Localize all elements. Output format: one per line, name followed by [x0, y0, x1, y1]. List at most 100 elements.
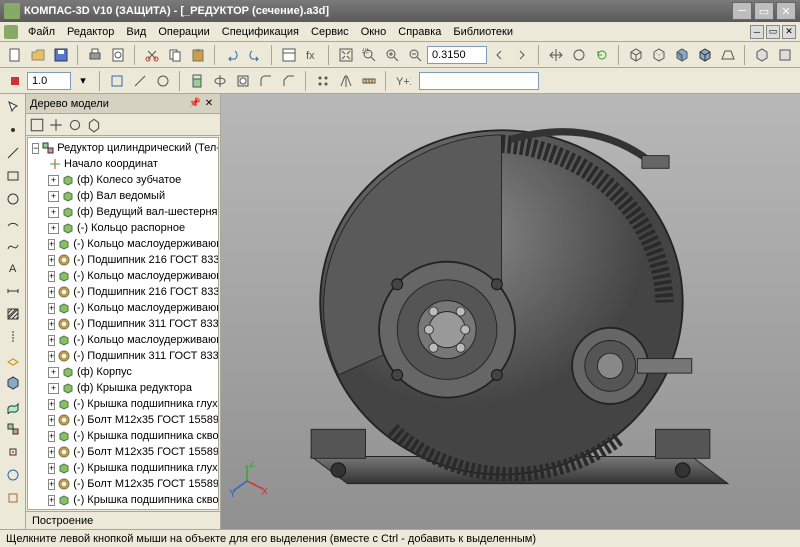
open-button[interactable]: [27, 44, 49, 66]
persp-button[interactable]: [717, 44, 739, 66]
rotate-button[interactable]: [568, 44, 590, 66]
line-button[interactable]: [129, 70, 151, 92]
menu-window[interactable]: Окно: [355, 24, 393, 40]
refresh-button[interactable]: [591, 44, 613, 66]
expander-icon[interactable]: +: [48, 399, 55, 410]
misc-tool-1[interactable]: [2, 464, 24, 486]
expander-icon[interactable]: +: [48, 271, 55, 282]
copy-button[interactable]: [164, 44, 186, 66]
tree-origin-item[interactable]: Начало координат: [28, 156, 218, 172]
revolve-button[interactable]: [209, 70, 231, 92]
view-ortho-button[interactable]: [774, 44, 796, 66]
shaded-edges-button[interactable]: [694, 44, 716, 66]
tree-item[interactable]: +(-) Подшипник 311 ГОСТ 8338-75: [28, 316, 218, 332]
doc-restore-button[interactable]: ▭: [766, 25, 780, 39]
menu-editor[interactable]: Редактор: [61, 24, 120, 40]
props-button[interactable]: [278, 44, 300, 66]
tree-item[interactable]: +(-) Крышка подшипника глухая: [28, 396, 218, 412]
mirror-button[interactable]: [335, 70, 357, 92]
vars-button[interactable]: fx: [301, 44, 323, 66]
print-button[interactable]: [84, 44, 106, 66]
hidden-button[interactable]: [648, 44, 670, 66]
expander-icon[interactable]: −: [32, 143, 39, 154]
misc-tool-2[interactable]: [2, 487, 24, 509]
tree-close-icon[interactable]: ✕: [202, 97, 216, 111]
expander-icon[interactable]: +: [48, 431, 55, 442]
stop-button[interactable]: [4, 70, 26, 92]
menu-operations[interactable]: Операции: [152, 24, 215, 40]
tree-btn-3[interactable]: [66, 116, 84, 134]
view-iso-button[interactable]: [751, 44, 773, 66]
expander-icon[interactable]: +: [48, 479, 55, 490]
measure-button[interactable]: [358, 70, 380, 92]
expander-icon[interactable]: +: [48, 175, 59, 186]
pan-button[interactable]: [545, 44, 567, 66]
expander-icon[interactable]: +: [48, 255, 55, 266]
select-tool[interactable]: [2, 96, 24, 118]
expander-icon[interactable]: +: [48, 415, 55, 426]
tree-body[interactable]: −Редуктор цилиндрический (Тел-0, КНачало…: [27, 137, 219, 510]
menu-file[interactable]: Файл: [22, 24, 61, 40]
coord-input[interactable]: [419, 72, 539, 90]
undo-button[interactable]: [221, 44, 243, 66]
hole-button[interactable]: [232, 70, 254, 92]
save-button[interactable]: [50, 44, 72, 66]
tree-footer-tab[interactable]: Построение: [26, 511, 220, 529]
expander-icon[interactable]: +: [48, 495, 55, 506]
tree-item[interactable]: +(-) Крышка подшипника сквозная: [28, 428, 218, 444]
dropdown-icon[interactable]: ▾: [72, 70, 94, 92]
spline-tool[interactable]: [2, 234, 24, 256]
tree-item[interactable]: +(ф) Крышка редуктора: [28, 380, 218, 396]
preview-button[interactable]: [107, 44, 129, 66]
pin-icon[interactable]: 📌: [188, 97, 202, 111]
tree-item[interactable]: +(ф) Корпус: [28, 364, 218, 380]
tree-btn-1[interactable]: [28, 116, 46, 134]
tree-item[interactable]: +(-) Болт М12x35 ГОСТ 15589-70: [28, 412, 218, 428]
tree-item[interactable]: +(-) Крышка подшипника сквозная: [28, 492, 218, 508]
wireframe-button[interactable]: [625, 44, 647, 66]
doc-close-button[interactable]: ✕: [782, 25, 796, 39]
paste-button[interactable]: [187, 44, 209, 66]
menu-help[interactable]: Справка: [392, 24, 447, 40]
body-tool[interactable]: [2, 372, 24, 394]
expander-icon[interactable]: +: [48, 463, 55, 474]
tree-item[interactable]: +(ф) Вал ведомый: [28, 188, 218, 204]
tree-item[interactable]: +(-) Подшипник 311 ГОСТ 8338-75: [28, 348, 218, 364]
menu-spec[interactable]: Спецификация: [216, 24, 305, 40]
rect-tool[interactable]: [2, 165, 24, 187]
tree-item[interactable]: +(-) Болт М12x35 ГОСТ 15589-70: [28, 508, 218, 510]
doc-min-button[interactable]: ─: [750, 25, 764, 39]
expander-icon[interactable]: +: [48, 335, 55, 346]
point-tool[interactable]: [2, 119, 24, 141]
expander-icon[interactable]: +: [48, 287, 55, 298]
tree-item[interactable]: +(-) Кольцо маслоудерживающее: [28, 300, 218, 316]
plane-tool[interactable]: [2, 349, 24, 371]
sketch-button[interactable]: [106, 70, 128, 92]
viewport[interactable]: Z X Y: [221, 94, 800, 529]
scale-input[interactable]: [27, 72, 71, 90]
assembly-tool[interactable]: [2, 418, 24, 440]
tree-item[interactable]: +(-) Кольцо маслоудерживающее: [28, 332, 218, 348]
expander-icon[interactable]: +: [48, 351, 55, 362]
chamfer-button[interactable]: [278, 70, 300, 92]
zoom-in-button[interactable]: [381, 44, 403, 66]
tree-item[interactable]: +(-) Болт М12x35 ГОСТ 15589-70: [28, 476, 218, 492]
surface-tool[interactable]: [2, 395, 24, 417]
expander-icon[interactable]: +: [48, 239, 55, 250]
line-tool[interactable]: [2, 142, 24, 164]
expander-icon[interactable]: +: [48, 223, 59, 234]
axis-tool[interactable]: [2, 326, 24, 348]
dim-tool[interactable]: [2, 280, 24, 302]
text-tool[interactable]: A: [2, 257, 24, 279]
circle-tool[interactable]: [2, 188, 24, 210]
zoom-fit-button[interactable]: [335, 44, 357, 66]
expander-icon[interactable]: +: [48, 383, 59, 394]
tree-item[interactable]: +(-) Подшипник 216 ГОСТ 8338-75: [28, 252, 218, 268]
expander-icon[interactable]: +: [48, 191, 59, 202]
constraint-tool[interactable]: [2, 441, 24, 463]
tree-item[interactable]: +(-) Болт М12x35 ГОСТ 15589-70: [28, 444, 218, 460]
redo-button[interactable]: [244, 44, 266, 66]
extrude-button[interactable]: [186, 70, 208, 92]
zoom-prev-button[interactable]: [488, 44, 510, 66]
close-button[interactable]: ✕: [776, 2, 796, 20]
